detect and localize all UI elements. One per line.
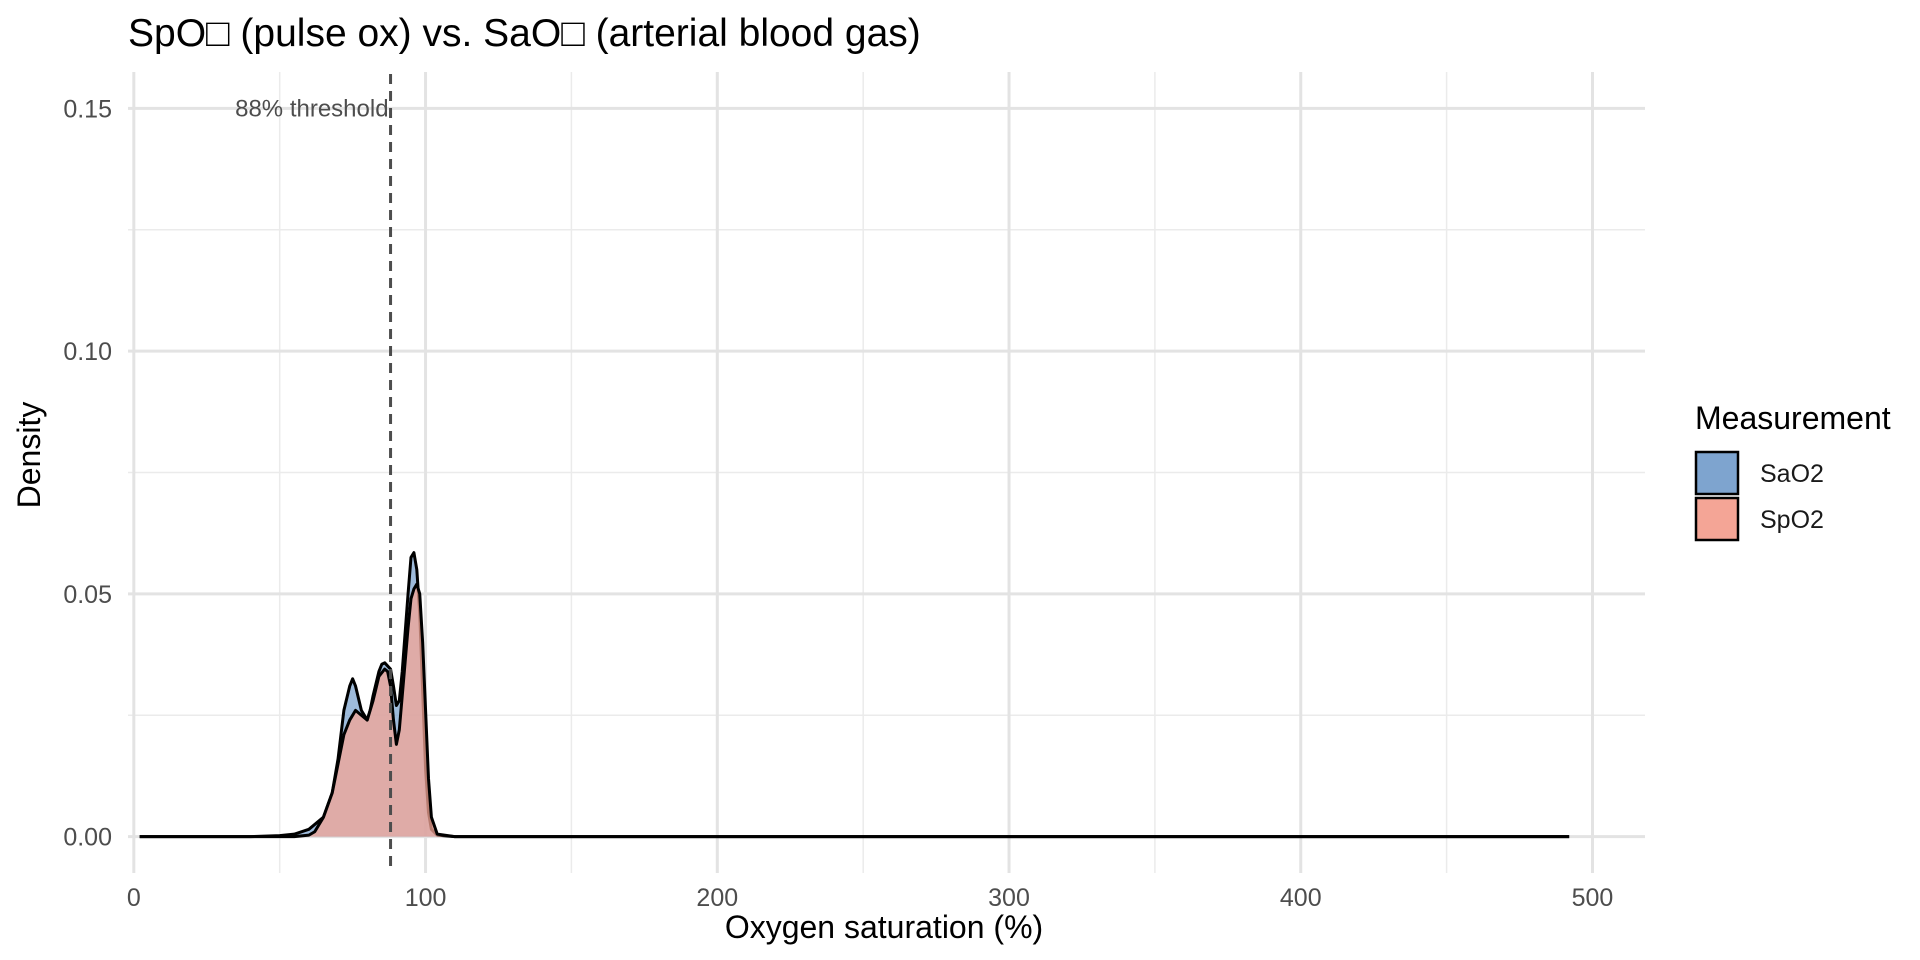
- x-tick-label: 100: [405, 884, 447, 912]
- y-tick-label: 0.00: [63, 824, 112, 852]
- threshold-label: 88% threshold: [235, 95, 388, 122]
- legend: Measurement SaO2 SpO2: [1694, 400, 1891, 542]
- spo2-density-line: [139, 582, 1570, 839]
- legend-title: Measurement: [1695, 400, 1891, 436]
- y-tick-label: 0.15: [63, 95, 112, 123]
- y-tick-label: 0.05: [63, 581, 112, 609]
- y-axis-ticks: 0.00 0.05 0.10 0.15: [63, 95, 112, 851]
- y-tick-label: 0.10: [63, 338, 112, 366]
- x-tick-label: 300: [988, 884, 1030, 912]
- x-tick-label: 500: [1572, 884, 1614, 912]
- y-axis-title: Density: [11, 402, 47, 509]
- legend-swatch-spo2: [1694, 496, 1740, 542]
- x-tick-label: 0: [127, 884, 141, 912]
- reference-line-group: 88% threshold: [235, 74, 393, 873]
- x-axis-title: Oxygen saturation (%): [725, 909, 1043, 945]
- legend-label-sao2: SaO2: [1760, 460, 1824, 488]
- x-tick-label: 200: [696, 884, 738, 912]
- x-axis-ticks: 0 100 200 300 400 500: [127, 884, 1613, 912]
- legend-label-spo2: SpO2: [1760, 506, 1824, 534]
- chart-title: SpO□ (pulse ox) vs. SaO□ (arterial blood…: [128, 12, 921, 55]
- x-tick-label: 400: [1280, 884, 1322, 912]
- legend-swatch-sao2: [1694, 450, 1740, 496]
